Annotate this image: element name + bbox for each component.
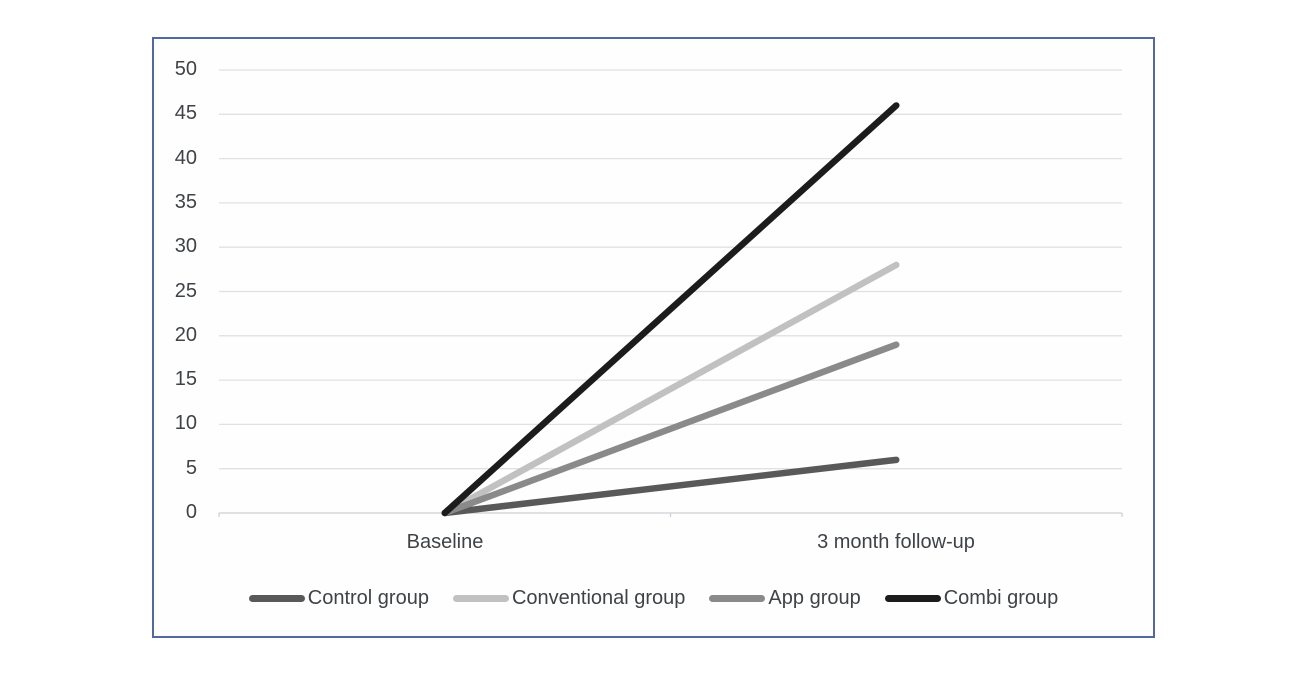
y-axis-tick-label: 15 bbox=[174, 368, 197, 391]
legend-swatch-combi-group-icon bbox=[884, 595, 941, 602]
y-axis-tick-label: 50 bbox=[174, 58, 197, 81]
y-axis-tick-label: 20 bbox=[174, 323, 197, 346]
legend-item-app-group: App group bbox=[709, 587, 861, 610]
legend-label-combi-group: Combi group bbox=[943, 587, 1059, 609]
series-line-control-group bbox=[441, 456, 900, 517]
legend-label-app-group: App group bbox=[768, 587, 861, 609]
y-axis-tick-label: 45 bbox=[174, 102, 197, 125]
legend-item-conventional-group: Conventional group bbox=[452, 587, 686, 610]
y-axis-tick-label: 10 bbox=[174, 412, 197, 435]
legend-swatch-conventional-group-icon bbox=[452, 595, 509, 602]
chart-legend: Control group Conventional group App gro… bbox=[154, 587, 1153, 610]
y-axis-tick-labels: 50 45 40 35 30 25 20 15 10 5 0 bbox=[154, 39, 197, 636]
series-line-app-group bbox=[441, 341, 900, 517]
series-line-conventional-group bbox=[441, 261, 900, 517]
y-axis-tick-label: 40 bbox=[174, 146, 197, 169]
x-axis-label-baseline: Baseline bbox=[406, 531, 484, 553]
line-chart-plot-area bbox=[218, 69, 1123, 517]
legend-item-combi-group: Combi group bbox=[884, 587, 1059, 610]
y-axis-tick-label: 35 bbox=[174, 190, 197, 213]
y-axis-tick-label: 5 bbox=[185, 456, 197, 479]
y-axis-tick-label: 25 bbox=[174, 279, 197, 302]
x-axis-label-3-month-follow-up: 3 month follow-up bbox=[817, 531, 975, 553]
legend-label-conventional-group: Conventional group bbox=[511, 587, 686, 609]
legend-swatch-control-group-icon bbox=[248, 595, 305, 602]
chart-frame: 50 45 40 35 30 25 20 15 10 5 0 Baseline 3 month fo… bbox=[152, 37, 1155, 638]
y-axis-tick-label: 0 bbox=[185, 501, 197, 524]
chart-inner: 50 45 40 35 30 25 20 15 10 5 0 Baseline 3 month fo… bbox=[154, 39, 1153, 636]
legend-item-control-group: Control group bbox=[248, 587, 429, 610]
legend-swatch-app-group-icon bbox=[709, 595, 766, 602]
series-line-combi-group bbox=[441, 102, 900, 517]
y-axis-tick-label: 30 bbox=[174, 235, 197, 258]
legend-label-control-group: Control group bbox=[307, 587, 429, 609]
